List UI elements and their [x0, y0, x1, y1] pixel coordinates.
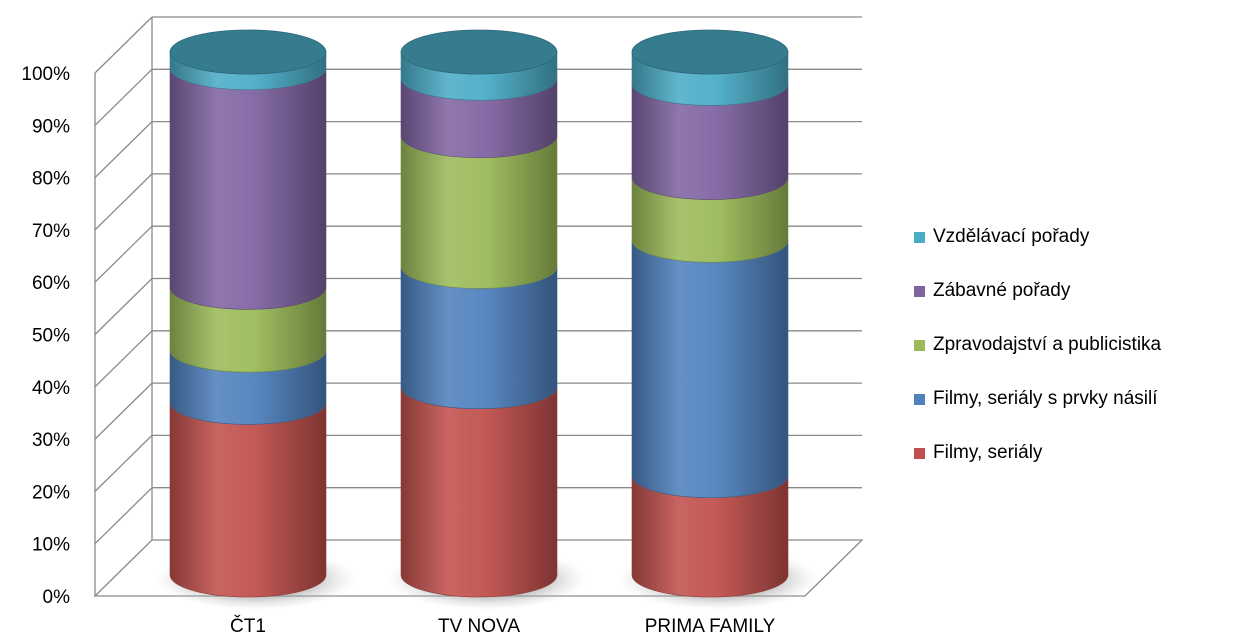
- y-tick-label: 60%: [32, 273, 70, 294]
- bar-group-tv-nova: TV NOVA: [387, 29, 587, 637]
- x-tick-label: PRIMA FAMILY: [645, 616, 776, 637]
- x-tick-label: ČT1: [230, 615, 266, 637]
- gridline-side: [94, 278, 153, 335]
- bar-group-ct1: ČT1: [156, 29, 356, 637]
- bar-group-prima-family: PRIMA FAMILY: [618, 29, 818, 637]
- y-tick-label: 80%: [32, 169, 70, 190]
- gridline-side: [94, 16, 153, 74]
- legend-swatch: [914, 447, 925, 459]
- legend-label: Filmy, seriály s prvky násilí: [933, 388, 1158, 409]
- legend-label: Filmy, seriály: [933, 442, 1043, 463]
- legend-label: Zpravodajství a publicistika: [933, 334, 1162, 355]
- legend-swatch: [914, 231, 925, 243]
- gridline-side: [94, 487, 153, 545]
- legend-label: Vzdělávací pořady: [933, 226, 1090, 247]
- cylinder-top-ct1: [169, 29, 327, 75]
- legend-swatch: [914, 393, 925, 405]
- bar-segment-filmy-serialy-ct1: [169, 402, 327, 598]
- legend-swatch: [914, 285, 925, 297]
- x-tick-label: TV NOVA: [438, 616, 520, 637]
- legend-item-vzdelavaci-porady: Vzdělávací pořady: [914, 210, 1161, 264]
- y-axis-labels: 0% 10% 20% 30% 40% 50% 60% 70% 80% 90% 100%: [21, 64, 70, 608]
- y-tick-label: 0%: [43, 587, 71, 608]
- legend-item-zabavne-porady: Zábavné pořady: [914, 264, 1161, 318]
- gridline-side: [94, 121, 153, 179]
- cylinder-top-tv-nova: [400, 29, 558, 75]
- gridline-side: [94, 225, 153, 283]
- chart-legend: Vzdělávací pořady Zábavné pořady Zpravodaj…: [914, 210, 1161, 480]
- y-tick-label: 50%: [32, 326, 70, 347]
- legend-item-filmy-serialy-s-prvky-nasili: Filmy, seriály s prvky násilí: [914, 372, 1161, 426]
- gridline-side: [94, 330, 153, 388]
- gridline-side: [94, 173, 153, 231]
- y-tick-label: 70%: [32, 221, 70, 242]
- legend-item-zpravodajstvi-a-publicistika: Zpravodajství a publicistika: [914, 318, 1161, 372]
- bar-segment-zabavne-porady-ct1: [169, 67, 327, 310]
- y-tick-label: 100%: [21, 64, 70, 85]
- bar-segment-filmy-serialy-tv-nova: [400, 386, 558, 598]
- cylinder-top-prima-family: [631, 29, 789, 75]
- bar-segment-zpravodajstvi-a-publicistika-tv-nova: [400, 135, 558, 289]
- bar-segment-filmy-serialy-s-prvky-nasili-prima-family: [631, 240, 789, 498]
- y-tick-label: 30%: [32, 430, 70, 451]
- y-tick-label: 40%: [32, 378, 70, 399]
- legend-label: Zábavné pořady: [933, 280, 1071, 301]
- legend-item-filmy-serialy: Filmy, seriály: [914, 426, 1161, 480]
- y-tick-label: 90%: [32, 116, 70, 137]
- y-tick-label: 10%: [32, 535, 70, 556]
- gridline-side: [94, 68, 153, 126]
- gridline-side: [94, 382, 153, 440]
- gridline-side: [94, 434, 153, 492]
- legend-swatch: [914, 339, 925, 351]
- y-tick-label: 20%: [32, 482, 70, 503]
